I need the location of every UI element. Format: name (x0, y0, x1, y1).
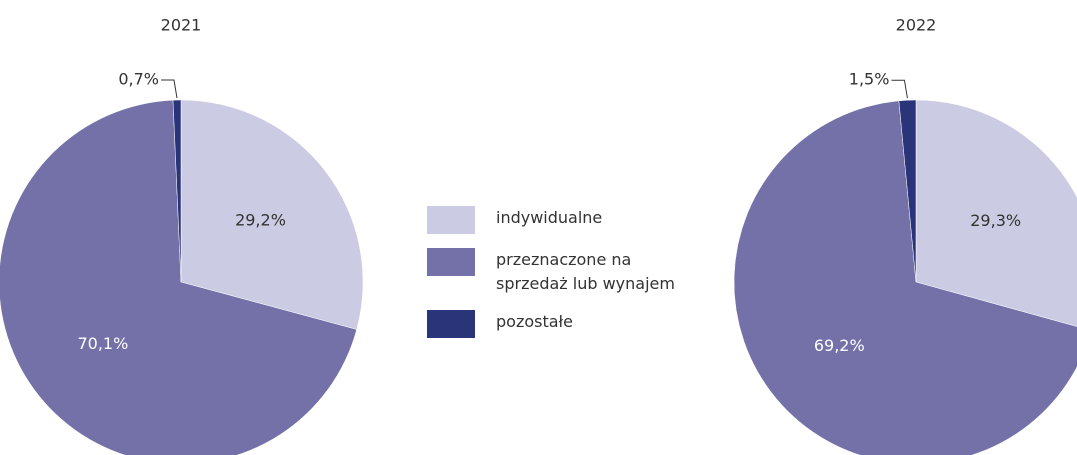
pie-slice (172, 99, 182, 283)
legend-item: pozostałe (427, 310, 727, 338)
leader-line (160, 79, 178, 99)
legend: indywidualne przeznaczone na sprzedaż lub… (427, 206, 727, 352)
legend-label: przeznaczone na sprzedaż lub wynajem (496, 250, 675, 293)
legend-swatch (427, 248, 475, 276)
value-label: 70,1% (77, 334, 128, 353)
pie-slice (898, 99, 917, 283)
legend-label: pozostałe (496, 312, 573, 331)
legend-item: indywidualne (427, 206, 727, 234)
leader-line (891, 79, 908, 99)
value-label: 1,5% (849, 70, 890, 89)
legend-swatch (427, 206, 475, 234)
value-label: 69,2% (814, 336, 865, 355)
legend-label: indywidualne (496, 208, 603, 227)
legend-swatch (427, 310, 475, 338)
value-label: 29,2% (235, 211, 286, 230)
value-label: 29,3% (970, 211, 1021, 230)
pie-slice (0, 99, 358, 455)
pie-slice (733, 100, 1077, 455)
chart-title: 2021 (161, 16, 202, 35)
pie-slice (915, 99, 1077, 327)
value-label: 0,7% (118, 70, 159, 89)
chart-title: 2022 (896, 16, 937, 35)
pie-slice (180, 99, 364, 330)
legend-item: przeznaczone na sprzedaż lub wynajem (427, 248, 727, 296)
